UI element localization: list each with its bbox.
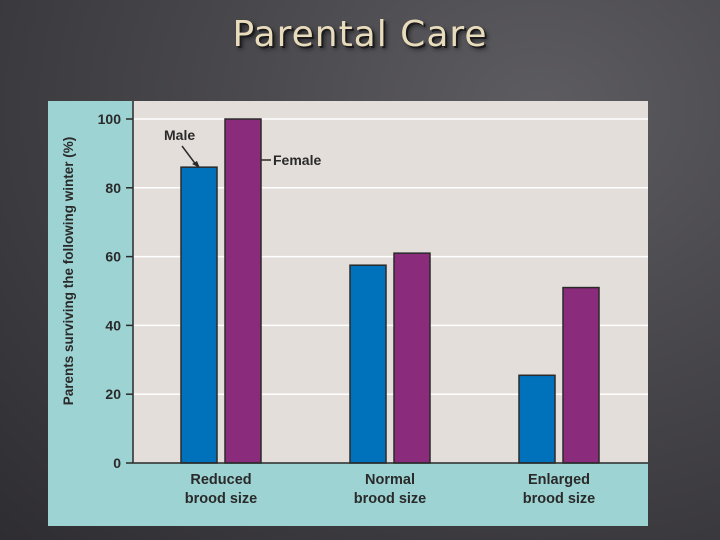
chart-figure: 0 20 40 60 80 100 Reduced brood size Normal broo… (48, 101, 648, 526)
bar-male-2 (349, 264, 387, 464)
x-category-label: Reduced (190, 472, 251, 488)
bar-male-3 (518, 374, 556, 464)
y-tick-label: 60 (105, 249, 121, 265)
y-tick-label: 100 (98, 111, 122, 127)
x-category-label: brood size (523, 491, 596, 507)
bar-chart: 0 20 40 60 80 100 Reduced brood size Normal broo… (61, 101, 648, 507)
x-category-label: brood size (354, 491, 427, 507)
bar-female-2 (393, 252, 431, 464)
x-category-label: brood size (185, 491, 258, 507)
y-tick-label: 80 (105, 180, 121, 196)
slide-title: Parental Care (232, 14, 488, 55)
plot-area (133, 101, 648, 463)
y-tick-label: 0 (113, 455, 121, 471)
y-tick-label: 20 (105, 386, 121, 402)
y-tick-label: 40 (105, 317, 121, 333)
y-axis-label: Parents surviving the following winter (… (61, 137, 76, 406)
x-category-label: Normal (365, 472, 415, 488)
legend-label-male: Male (164, 127, 195, 143)
bar-male-1 (180, 166, 218, 464)
bar-female-1 (224, 118, 262, 464)
bar-female-3 (562, 286, 600, 464)
x-category-label: Enlarged (528, 472, 590, 488)
legend-pointer-male-arrowhead (192, 161, 200, 168)
legend-label-female: Female (273, 152, 321, 168)
